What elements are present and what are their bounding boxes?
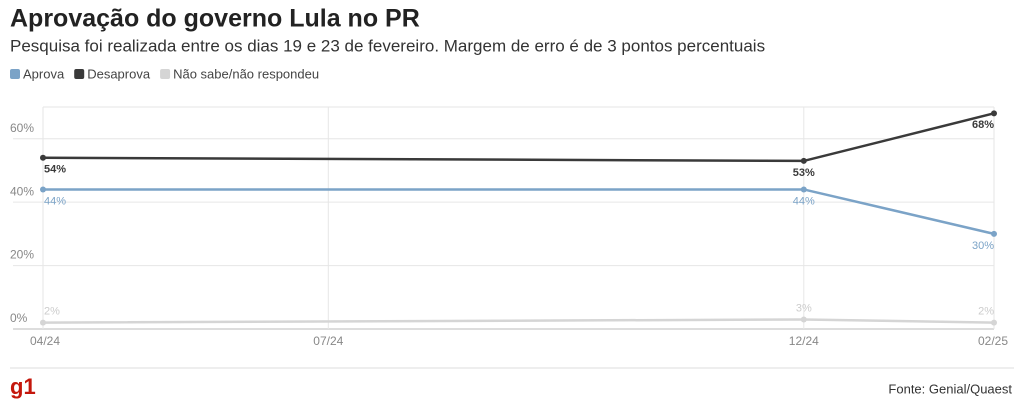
logo: g1 (10, 374, 36, 399)
x-tick-label: 12/24 (789, 334, 819, 348)
y-tick-label: 60% (10, 121, 34, 135)
point (800, 157, 807, 164)
point (40, 186, 46, 193)
point (40, 319, 46, 326)
point (800, 186, 807, 193)
legend-swatch (160, 69, 171, 79)
data-label: 2% (978, 306, 994, 318)
legend-label: Aprova (23, 66, 65, 81)
x-tick-label: 07/24 (313, 334, 343, 348)
legend-label: Não sabe/não respondeu (173, 66, 319, 81)
legend-label: Desaprova (87, 66, 151, 81)
legend-swatch (10, 69, 20, 79)
chart-subtitle: Pesquisa foi realizada entre os dias 19 … (10, 36, 765, 55)
data-label: 54% (44, 164, 66, 176)
point (991, 319, 997, 326)
data-label: 30% (972, 240, 994, 252)
y-tick-label: 0% (10, 311, 28, 325)
point (40, 154, 46, 161)
y-tick-label: 20% (10, 248, 34, 262)
data-label: 53% (793, 167, 815, 179)
line (43, 188, 995, 236)
x-tick-label: 04/24 (30, 334, 60, 348)
data-label: 68% (972, 119, 994, 131)
point (991, 110, 997, 117)
line (42, 112, 995, 163)
chart-title: Aprovação do governo Lula no PR (10, 5, 420, 33)
point (800, 316, 807, 323)
data-label: 2% (44, 306, 60, 318)
data-label: 44% (793, 195, 815, 207)
x-tick-label: 02/25 (978, 334, 1008, 348)
data-label: 3% (796, 302, 812, 314)
data-label: 44% (44, 195, 66, 207)
legend-swatch (74, 69, 85, 79)
point (991, 230, 997, 237)
y-tick-label: 40% (10, 184, 34, 198)
line (42, 318, 995, 324)
source: Fonte: Genial/Quaest (888, 381, 1012, 396)
